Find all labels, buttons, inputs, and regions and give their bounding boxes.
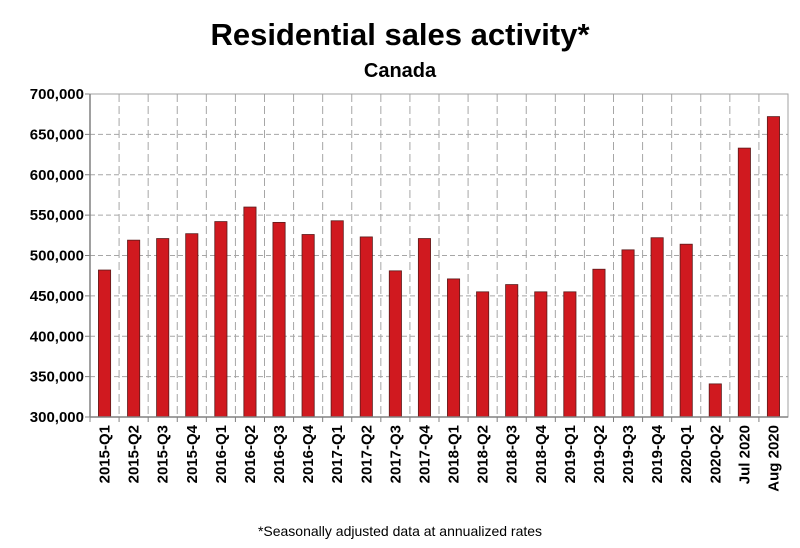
x-tick-label: 2018-Q4: [533, 424, 550, 483]
x-tick-label: 2016-Q4: [300, 424, 317, 483]
bar: [650, 237, 664, 418]
bar: [127, 239, 141, 418]
x-axis-ticks: 2015-Q1 2015-Q2 2015-Q3 2015-Q4 2016-Q1 2016-…: [97, 424, 783, 491]
bar: [447, 278, 461, 418]
x-tick-label: 2017-Q4: [416, 424, 433, 483]
x-tick-label: 2017-Q2: [358, 425, 375, 483]
bar: [505, 284, 519, 418]
bar: [330, 220, 344, 418]
bar: [388, 270, 402, 418]
x-tick-label: 2019-Q1: [562, 425, 579, 483]
y-tick-label: 300,000: [30, 409, 84, 426]
bar: [766, 116, 780, 418]
footnote: *Seasonally adjusted data at annualized …: [258, 523, 542, 539]
x-tick-label: 2020-Q1: [678, 425, 695, 483]
bar: [417, 238, 431, 418]
bar: [476, 291, 490, 418]
bar: [563, 291, 577, 418]
bar: [301, 234, 315, 418]
x-tick-label: Aug 2020: [765, 425, 782, 492]
x-tick-label: 2015-Q1: [97, 425, 114, 483]
axes: [85, 93, 789, 422]
x-tick-label: 2019-Q3: [620, 425, 637, 483]
bar: [592, 268, 606, 418]
bars: [98, 116, 780, 418]
bar: [214, 221, 228, 418]
x-tick-label: 2018-Q2: [475, 425, 492, 483]
y-tick-label: 650,000: [30, 126, 84, 143]
x-tick-label: Jul 2020: [736, 425, 753, 484]
x-tick-label: 2015-Q4: [184, 424, 201, 483]
x-tick-label: 2019-Q4: [649, 424, 666, 483]
bar: [98, 269, 112, 418]
y-tick-label: 600,000: [30, 167, 84, 184]
bar: [737, 147, 751, 418]
y-tick-label: 450,000: [30, 288, 84, 305]
y-tick-label: 700,000: [30, 86, 84, 103]
y-tick-label: 500,000: [30, 248, 84, 265]
bar: [534, 291, 548, 418]
x-tick-label: 2016-Q2: [242, 425, 259, 483]
x-tick-label: 2017-Q3: [387, 425, 404, 483]
bar: [708, 383, 722, 418]
y-tick-label: 350,000: [30, 369, 84, 386]
x-tick-label: 2018-Q1: [446, 425, 463, 483]
bar: [272, 221, 286, 418]
bar: [621, 249, 635, 418]
y-axis-ticks: 300,000 350,000 400,000 450,000 500,000 550,0…: [30, 86, 84, 426]
x-tick-label: 2017-Q1: [329, 425, 346, 483]
chart-title: Residential sales activity*: [210, 17, 590, 52]
x-tick-label: 2015-Q3: [155, 425, 172, 483]
x-tick-label: 2016-Q3: [271, 425, 288, 483]
bar: [185, 233, 199, 418]
x-tick-label: 2018-Q3: [504, 425, 521, 483]
x-tick-label: 2016-Q1: [213, 425, 230, 483]
x-tick-label: 2015-Q2: [126, 425, 143, 483]
y-tick-label: 550,000: [30, 207, 84, 224]
bar: [359, 236, 373, 418]
x-tick-label: 2020-Q2: [707, 425, 724, 483]
bar: [156, 238, 170, 418]
y-tick-label: 400,000: [30, 328, 84, 345]
gridlines: [90, 94, 788, 417]
bar: [243, 206, 257, 418]
x-tick-label: 2019-Q2: [591, 425, 608, 483]
bar: [679, 243, 693, 418]
chart-subtitle: Canada: [364, 60, 437, 82]
